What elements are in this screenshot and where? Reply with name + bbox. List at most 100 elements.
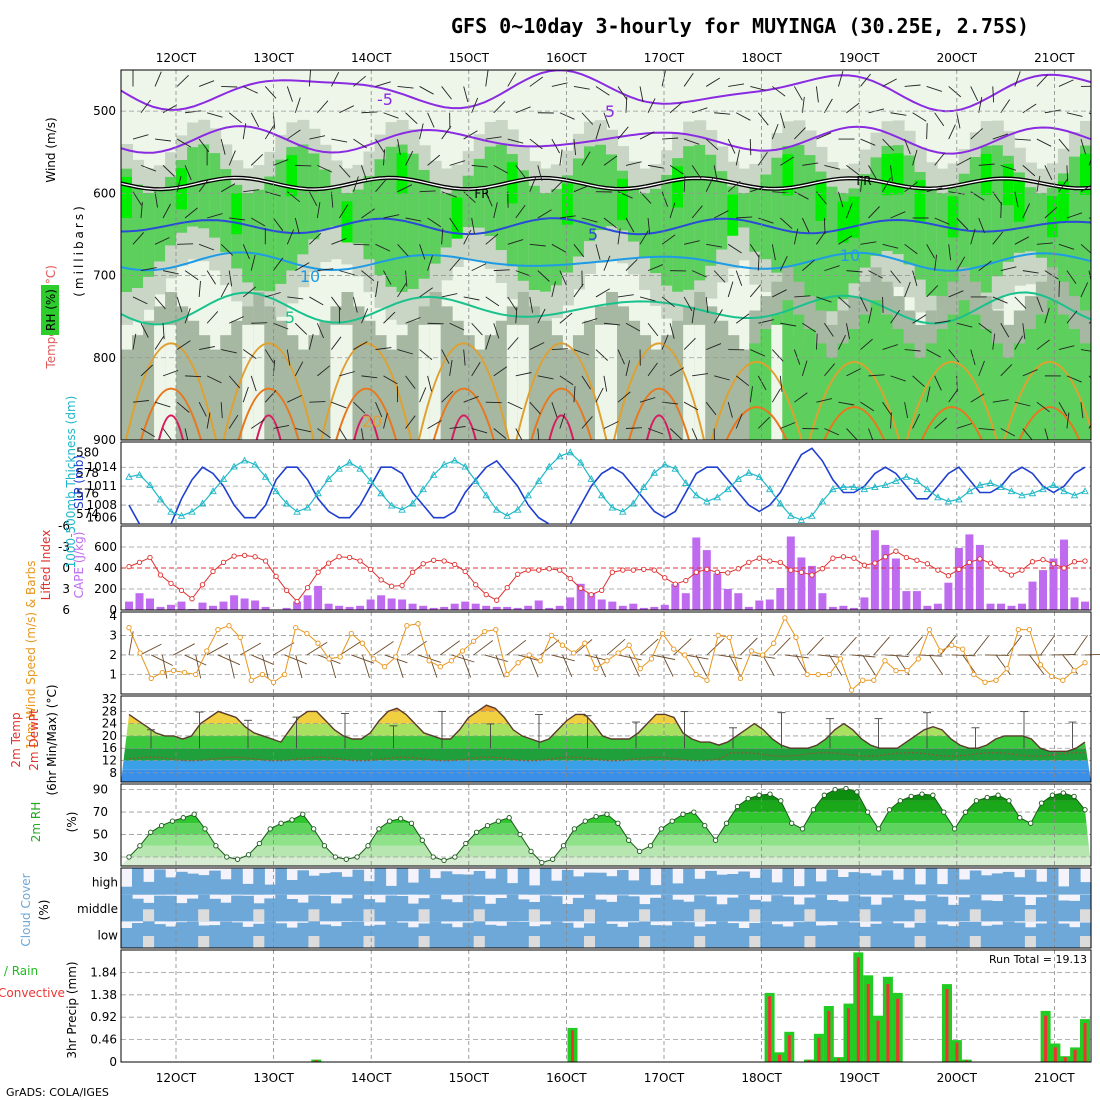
- cape-bar: [933, 603, 942, 610]
- wind-barb: [882, 243, 899, 249]
- thickness-point: [545, 462, 553, 470]
- wind-barb: [735, 270, 743, 286]
- wind-speed-point: [659, 630, 666, 637]
- thickness-point: [513, 505, 522, 513]
- wind-barb: [243, 189, 260, 193]
- rh-cell: [198, 144, 211, 229]
- wind-barb: [882, 177, 891, 192]
- surface-wind-barb: [206, 642, 229, 656]
- rh-cell: [440, 306, 453, 440]
- wind-barb: [287, 296, 304, 300]
- cloud-bar: [936, 896, 949, 922]
- wind-barb: [581, 318, 598, 324]
- cloud-bar: [595, 921, 607, 948]
- cloud-bar: [286, 880, 298, 895]
- wind-barb: [647, 98, 656, 113]
- wind-barb: [228, 150, 236, 166]
- rh-cell: [606, 324, 619, 440]
- wind-speed-point: [926, 626, 933, 633]
- cloud-bar: [870, 923, 883, 948]
- cloud-bar: [826, 925, 839, 948]
- rh-point: [919, 791, 925, 797]
- lifted-point: [315, 569, 321, 575]
- wind-barb: [185, 110, 202, 114]
- cloud-bar: [473, 921, 486, 948]
- wind-barb: [824, 265, 840, 272]
- cloud-bar: [352, 921, 365, 948]
- lifted-point: [136, 559, 143, 566]
- cloud-bar: [407, 903, 420, 922]
- wind-barb: [154, 191, 158, 208]
- wind-speed-point: [782, 615, 788, 621]
- cape-bar: [345, 606, 354, 610]
- cloud-bar: [264, 921, 276, 948]
- wind-barb: [978, 260, 992, 271]
- thickness-point: [167, 507, 175, 515]
- cloud-gap: [528, 909, 541, 922]
- wind-barb: [264, 389, 277, 403]
- thickness-point: [188, 507, 196, 515]
- wind-barb: [727, 243, 742, 254]
- rh-point: [723, 820, 730, 826]
- surface-wind-barb: [151, 654, 173, 666]
- bottom-date-label: 14OCT: [351, 1071, 392, 1085]
- cloud-bar: [154, 869, 166, 895]
- wind-speed-point: [270, 679, 277, 685]
- surface-wind-barb: [462, 654, 472, 678]
- precip-tick-label: 0: [109, 1055, 117, 1069]
- wind-barb: [559, 270, 567, 286]
- wind-barb: [691, 307, 695, 324]
- wind-barb: [176, 74, 189, 87]
- wind-barb: [250, 375, 257, 392]
- wind-barb: [1022, 323, 1026, 340]
- rh-cell: [572, 158, 585, 257]
- wind-barb: [595, 86, 610, 96]
- wind-barb: [992, 191, 1003, 206]
- rh-cell: [132, 184, 145, 288]
- wind-barb: [493, 269, 510, 272]
- rh-point: [778, 798, 784, 804]
- wind-barb: [705, 296, 709, 313]
- wind-barb: [934, 254, 938, 271]
- cape-bar: [450, 603, 459, 610]
- thickness-point: [303, 503, 312, 511]
- lifted-point: [683, 577, 689, 584]
- rh-point: [517, 831, 523, 838]
- wind-barb: [816, 398, 833, 403]
- wind-barb: [934, 375, 942, 391]
- wind-barb: [515, 372, 532, 377]
- cloud-gap: [1024, 936, 1037, 948]
- cloud-bar: [308, 895, 320, 922]
- rh-cell: [947, 314, 960, 440]
- wind-barb: [441, 228, 444, 245]
- cloud-bar: [396, 896, 409, 922]
- wind-barb: [934, 320, 951, 324]
- cloud-bar: [771, 882, 783, 895]
- rh-band: [121, 834, 1091, 846]
- wind-speed-point: [604, 658, 610, 664]
- total-rain-label: Total / Rain: [0, 964, 38, 978]
- rh-cell: [958, 300, 971, 440]
- wind-barb: [948, 290, 964, 298]
- thickness-point: [366, 477, 375, 484]
- rh-cell: [209, 349, 222, 440]
- wind-barb: [824, 428, 840, 436]
- wind-barb: [1000, 266, 1017, 272]
- wind-barb: [904, 84, 921, 87]
- wind-barb: [860, 138, 876, 146]
- wind-barb: [846, 323, 850, 340]
- cloud-bar: [815, 925, 827, 948]
- surface-wind-barb: [239, 642, 262, 656]
- wind-barb: [375, 138, 385, 153]
- rh-point: [202, 826, 208, 832]
- wind-barb: [419, 387, 427, 403]
- rh-cell: [859, 314, 872, 440]
- wind-barb: [750, 349, 766, 357]
- wind-barb: [661, 191, 669, 207]
- wind-barb: [625, 322, 641, 332]
- wind-barb: [529, 138, 543, 150]
- rh-point: [799, 826, 806, 832]
- temp-tick-label: 32: [102, 692, 117, 706]
- thickness-point: [1028, 489, 1037, 497]
- lifted-point: [819, 566, 826, 572]
